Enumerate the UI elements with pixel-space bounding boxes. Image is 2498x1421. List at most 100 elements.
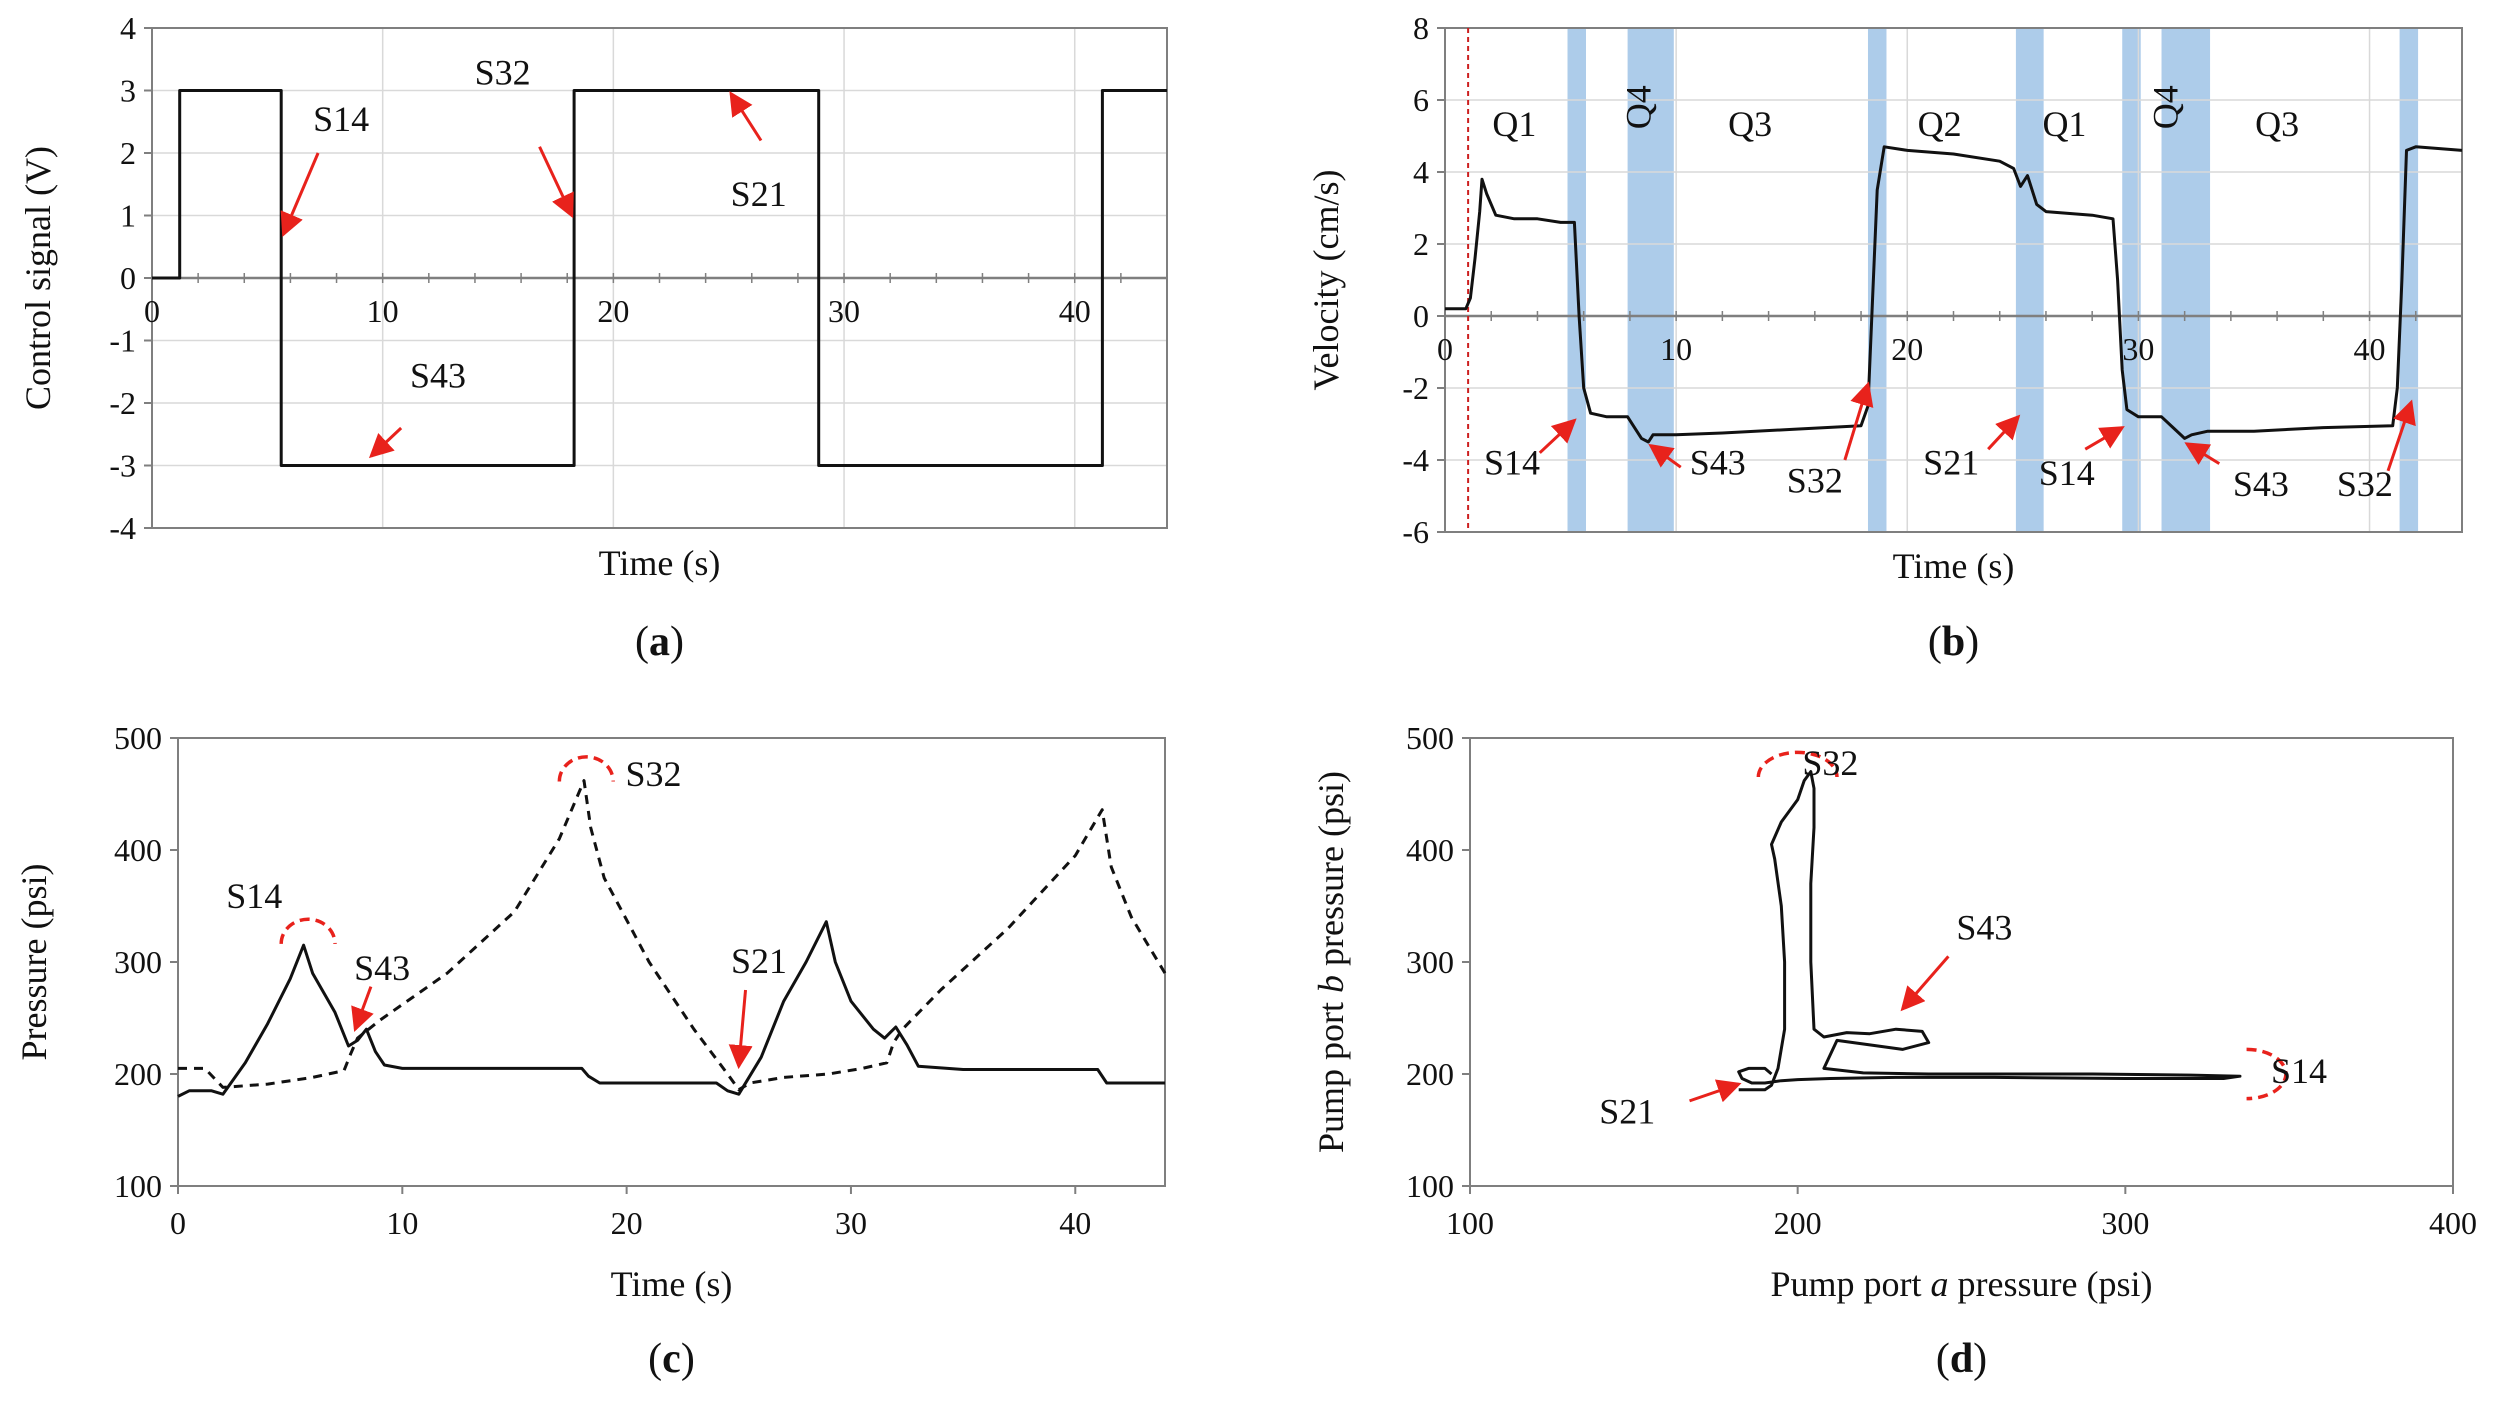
y-tick-label: 6	[1413, 82, 1429, 118]
panel-label: (a)	[635, 619, 684, 665]
x-axis-title: Time (s)	[1893, 546, 2015, 586]
x-axis-title: Time (s)	[599, 543, 721, 583]
x-tick-label: 40	[2354, 331, 2386, 367]
x-tick-label: 20	[611, 1205, 643, 1241]
annotation-s21: S21	[731, 941, 787, 981]
y-tick-label: 200	[114, 1056, 162, 1092]
y-tick-label: 2	[1413, 226, 1429, 262]
panel-label-paren: )	[681, 1336, 695, 1382]
annotation-s43: S43	[410, 355, 466, 395]
highlight-arc	[279, 917, 337, 944]
x-tick-label: 10	[367, 293, 399, 329]
x-tick-label: 10	[386, 1205, 418, 1241]
x-axis-title-part: a	[1931, 1264, 1949, 1304]
y-tick-label: 500	[1406, 720, 1454, 756]
x-axis-title: Pump port a pressure (psi)	[1771, 1264, 2153, 1304]
annotation-arrow	[728, 989, 753, 1070]
annotation-s14: S14	[313, 99, 369, 139]
y-tick-label: 200	[1406, 1056, 1454, 1092]
highlight-arc	[557, 755, 615, 782]
y-axis-title: Pump port b pressure (psi)	[1311, 771, 1351, 1153]
highlight-arc	[1756, 750, 1839, 778]
y-tick-label: 0	[120, 260, 136, 296]
annotation-s21: S21	[1599, 1091, 1655, 1131]
y-axis-title: Pressure (psi)	[14, 864, 54, 1061]
series-line-0	[1737, 770, 2242, 1092]
series-line-0	[152, 89, 1167, 467]
annotation-arrow	[2084, 426, 2125, 451]
y-tick-label: 8	[1413, 10, 1429, 46]
panel-label: (b)	[1928, 619, 1979, 665]
x-tick-label: 10	[1660, 331, 1692, 367]
annotation-s43: S43	[2233, 464, 2289, 504]
x-tick-label: 20	[597, 293, 629, 329]
panel-label: (c)	[648, 1336, 695, 1382]
annotation-arrow	[2386, 399, 2416, 472]
quadrant-label: Q4	[2146, 85, 2186, 129]
y-axis-title-part: pressure (psi)	[1311, 771, 1351, 975]
annotation-s43: S43	[1690, 442, 1746, 482]
annotation-arrow	[1900, 955, 1950, 1012]
y-tick-label: 0	[1413, 298, 1429, 334]
quadrant-label: Q1	[2042, 104, 2086, 144]
quadrant-label: Q3	[2255, 104, 2299, 144]
series-line-0	[177, 920, 1165, 1098]
annotation-arrow	[1843, 381, 1874, 461]
panel-d: 100 200 300 400 500 100 200 300 400 S32 S43 S14 S21 P…	[1311, 720, 2477, 1382]
x-tick-label: 0	[170, 1205, 186, 1241]
y-tick-label: 100	[114, 1168, 162, 1204]
annotation-arrow	[1538, 418, 1577, 454]
x-tick-label: 0	[1437, 331, 1453, 367]
panel-label-paren: (	[1936, 1336, 1950, 1382]
shaded-band-3	[2015, 28, 2044, 532]
annotation-s14: S14	[2039, 453, 2095, 493]
series-line-1	[178, 779, 1167, 1092]
annotation-arrow	[538, 146, 574, 219]
x-tick-label: 30	[835, 1205, 867, 1241]
y-tick-label: 3	[120, 73, 136, 109]
annotation-s32: S32	[626, 754, 682, 794]
y-tick-label: -2	[109, 385, 136, 421]
y-tick-label: -6	[1402, 514, 1429, 550]
panel-label-paren: (	[648, 1336, 662, 1382]
y-tick-label: 100	[1406, 1168, 1454, 1204]
x-tick-label: 300	[2101, 1205, 2149, 1241]
highlight-arc	[2246, 1047, 2288, 1101]
y-tick-label: 300	[114, 944, 162, 980]
quadrant-label: Q1	[1492, 104, 1536, 144]
x-tick-label: 30	[2122, 331, 2154, 367]
x-tick-label: 40	[1059, 1205, 1091, 1241]
y-tick-label: -4	[109, 510, 136, 546]
annotation-arrow	[1648, 443, 1682, 469]
quadrant-label: Q3	[1728, 104, 1772, 144]
annotation-arrow	[729, 91, 763, 142]
x-tick-label: 0	[144, 293, 160, 329]
y-tick-label: 400	[114, 832, 162, 868]
panel-label-paren: )	[670, 619, 684, 665]
x-tick-label: 20	[1891, 331, 1923, 367]
annotation-s14: S14	[1484, 442, 1540, 482]
y-axis-title: Control signal (V)	[18, 146, 58, 410]
annotation-s32: S32	[475, 52, 531, 92]
x-axis-title-part: Pump port	[1771, 1264, 1931, 1304]
annotation-s43: S43	[1956, 908, 2012, 948]
y-axis-title: Velocity (cm/s)	[1306, 170, 1346, 391]
plot-frame	[177, 737, 1166, 1187]
annotation-s32: S32	[1787, 460, 1843, 500]
plot-frame	[1444, 27, 2463, 533]
y-tick-label: 1	[120, 198, 136, 234]
annotation-arrow	[1689, 1079, 1742, 1103]
panel-label-letter: a	[649, 619, 670, 665]
x-tick-label: 200	[1774, 1205, 1822, 1241]
panel-label-letter: c	[662, 1336, 681, 1382]
y-tick-label: 500	[114, 720, 162, 756]
quadrant-label: Q2	[1918, 104, 1962, 144]
y-tick-label: 400	[1406, 832, 1454, 868]
x-tick-label: 40	[1059, 293, 1091, 329]
annotation-arrow	[368, 426, 403, 459]
panel-label-paren: )	[1965, 619, 1979, 665]
y-tick-label: -1	[109, 323, 136, 359]
